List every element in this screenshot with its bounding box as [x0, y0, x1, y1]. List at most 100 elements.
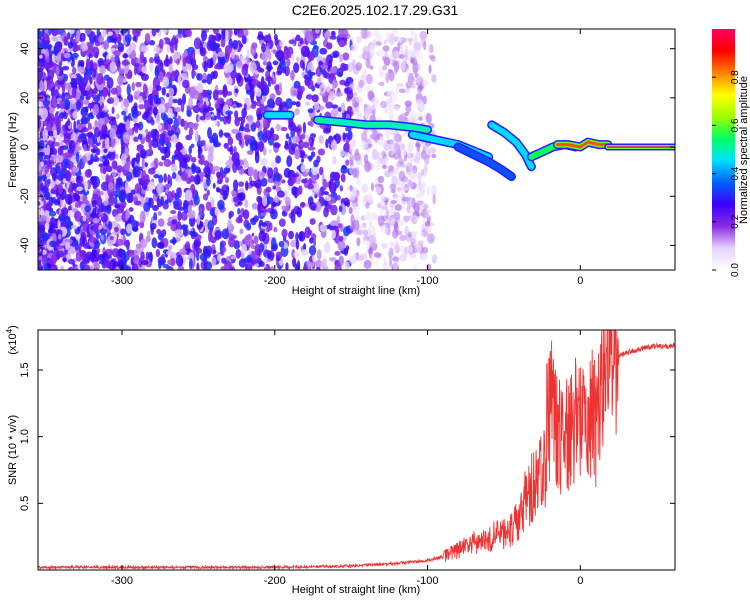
noise-point — [339, 39, 345, 46]
noise-point — [397, 114, 406, 124]
noise-point — [299, 142, 306, 147]
noise-point — [228, 63, 234, 73]
noise-point — [286, 58, 291, 67]
noise-point — [158, 161, 164, 167]
noise-point — [109, 235, 114, 241]
noise-point — [285, 262, 289, 270]
noise-point — [398, 53, 404, 59]
noise-point — [174, 192, 180, 201]
noise-point — [308, 177, 312, 186]
noise-point — [107, 147, 115, 153]
noise-point — [92, 217, 100, 224]
noise-point — [166, 117, 174, 125]
noise-point — [343, 226, 351, 237]
noise-point — [212, 70, 218, 79]
noise-point — [183, 157, 187, 164]
noise-point — [38, 30, 44, 37]
noise-point — [86, 42, 94, 55]
noise-point — [188, 96, 193, 108]
noise-point — [78, 133, 86, 139]
noise-point — [247, 166, 255, 177]
noise-point — [238, 139, 243, 146]
noise-point — [228, 224, 234, 234]
noise-point — [39, 54, 43, 59]
noise-point — [357, 255, 364, 261]
noise-point — [51, 46, 55, 52]
noise-point — [237, 207, 241, 215]
colorbar: 0.0 0.2 0.4 0.6 0.8 Normalized spectral ampl… — [712, 29, 750, 277]
noise-point — [322, 56, 326, 64]
noise-point — [157, 233, 164, 241]
noise-point — [422, 246, 429, 254]
noise-point — [241, 243, 247, 254]
noise-point — [310, 118, 314, 128]
noise-point — [235, 248, 242, 259]
noise-point — [225, 185, 230, 197]
noise-point — [417, 172, 422, 180]
noise-point — [155, 112, 161, 125]
noise-point — [311, 192, 315, 198]
noise-point — [309, 237, 314, 244]
noise-point — [305, 134, 309, 143]
noise-point — [338, 205, 343, 213]
noise-point — [156, 182, 164, 194]
noise-point — [84, 182, 88, 193]
colorbar-tick-label: 0.6 — [730, 118, 741, 132]
noise-point — [55, 179, 61, 185]
noise-point — [182, 255, 188, 264]
noise-point — [141, 210, 145, 217]
noise-point — [102, 200, 109, 207]
noise-point — [83, 253, 88, 266]
noise-point — [418, 116, 423, 121]
noise-point — [401, 163, 407, 169]
noise-point — [239, 241, 243, 247]
noise-point — [188, 145, 193, 155]
noise-point — [67, 249, 71, 260]
noise-point — [119, 233, 124, 240]
noise-point — [74, 210, 82, 222]
noise-point — [344, 261, 350, 270]
noise-point — [136, 146, 143, 152]
noise-point — [190, 143, 195, 149]
noise-point — [178, 248, 187, 256]
noise-point — [76, 123, 83, 131]
noise-point — [83, 44, 88, 51]
noise-point — [214, 206, 220, 216]
noise-point — [152, 106, 158, 116]
noise-point — [232, 179, 239, 191]
noise-point — [113, 44, 119, 50]
noise-point — [256, 101, 262, 107]
noise-point — [318, 135, 324, 144]
noise-point — [345, 159, 350, 166]
noise-point — [257, 113, 263, 121]
noise-point — [365, 57, 371, 69]
noise-point — [117, 46, 123, 52]
noise-point — [293, 126, 301, 133]
noise-point — [238, 181, 245, 187]
noise-point — [273, 167, 279, 175]
noise-point — [414, 32, 418, 45]
noise-point — [337, 223, 342, 229]
noise-point — [372, 231, 377, 244]
noise-point — [134, 62, 140, 68]
noise-point — [170, 210, 177, 215]
noise-point — [221, 30, 226, 41]
noise-point — [212, 182, 216, 189]
noise-point — [156, 59, 163, 65]
noise-point — [401, 200, 406, 213]
noise-point — [107, 31, 114, 36]
noise-point — [134, 220, 140, 227]
noise-point — [293, 62, 300, 74]
noise-point — [96, 208, 101, 214]
noise-point — [59, 99, 66, 110]
noise-point — [369, 45, 376, 57]
noise-point — [199, 252, 207, 262]
noise-point — [91, 67, 97, 78]
noise-point — [84, 29, 92, 35]
noise-point — [256, 88, 262, 97]
noise-point — [322, 178, 328, 191]
noise-point — [285, 98, 293, 110]
noise-point — [385, 98, 390, 105]
noise-point — [383, 257, 387, 265]
noise-point — [330, 30, 336, 37]
